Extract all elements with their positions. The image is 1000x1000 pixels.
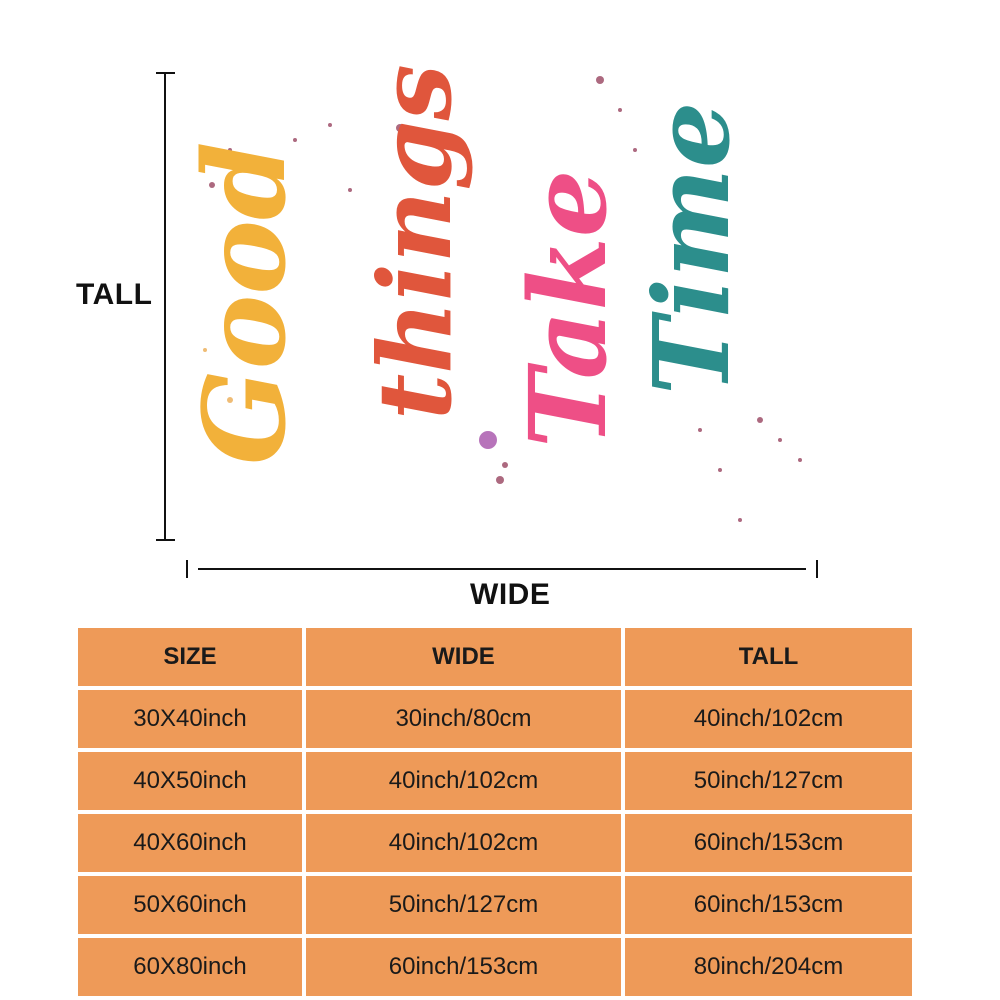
- header-size: SIZE: [78, 628, 302, 686]
- table-row: 30X40inch 30inch/80cm 40inch/102cm: [78, 690, 912, 748]
- table-header-row: SIZE WIDE TALL: [78, 628, 912, 686]
- table-row: 50X60inch 50inch/127cm 60inch/153cm: [78, 876, 912, 934]
- table-cell: 30X40inch: [78, 690, 302, 748]
- art-word-things: things: [356, 64, 474, 420]
- header-tall: TALL: [625, 628, 912, 686]
- table-row: 40X50inch 40inch/102cm 50inch/127cm: [78, 752, 912, 810]
- table-cell: 40X60inch: [78, 814, 302, 872]
- size-table: SIZE WIDE TALL 30X40inch 30inch/80cm 40i…: [74, 624, 916, 1000]
- table-cell: 60inch/153cm: [306, 938, 621, 996]
- table-cell: 50X60inch: [78, 876, 302, 934]
- art-word-time: Time: [630, 101, 753, 395]
- table-cell: 50inch/127cm: [625, 752, 912, 810]
- table-cell: 40X50inch: [78, 752, 302, 810]
- wide-label: WIDE: [470, 578, 551, 611]
- art-word-take: Take: [505, 169, 630, 448]
- table-cell: 80inch/204cm: [625, 938, 912, 996]
- art-word-good: Good: [180, 141, 311, 465]
- table-cell: 60inch/153cm: [625, 876, 912, 934]
- table-cell: 30inch/80cm: [306, 690, 621, 748]
- tall-label: TALL: [76, 278, 153, 311]
- table-cell: 40inch/102cm: [306, 752, 621, 810]
- table-cell: 60X80inch: [78, 938, 302, 996]
- header-wide: WIDE: [306, 628, 621, 686]
- table-row: 40X60inch 40inch/102cm 60inch/153cm: [78, 814, 912, 872]
- table-cell: 40inch/102cm: [625, 690, 912, 748]
- table-cell: 50inch/127cm: [306, 876, 621, 934]
- table-cell: 40inch/102cm: [306, 814, 621, 872]
- table-cell: 60inch/153cm: [625, 814, 912, 872]
- paint-splatter: [203, 76, 802, 522]
- table-row: 60X80inch 60inch/153cm 80inch/204cm: [78, 938, 912, 996]
